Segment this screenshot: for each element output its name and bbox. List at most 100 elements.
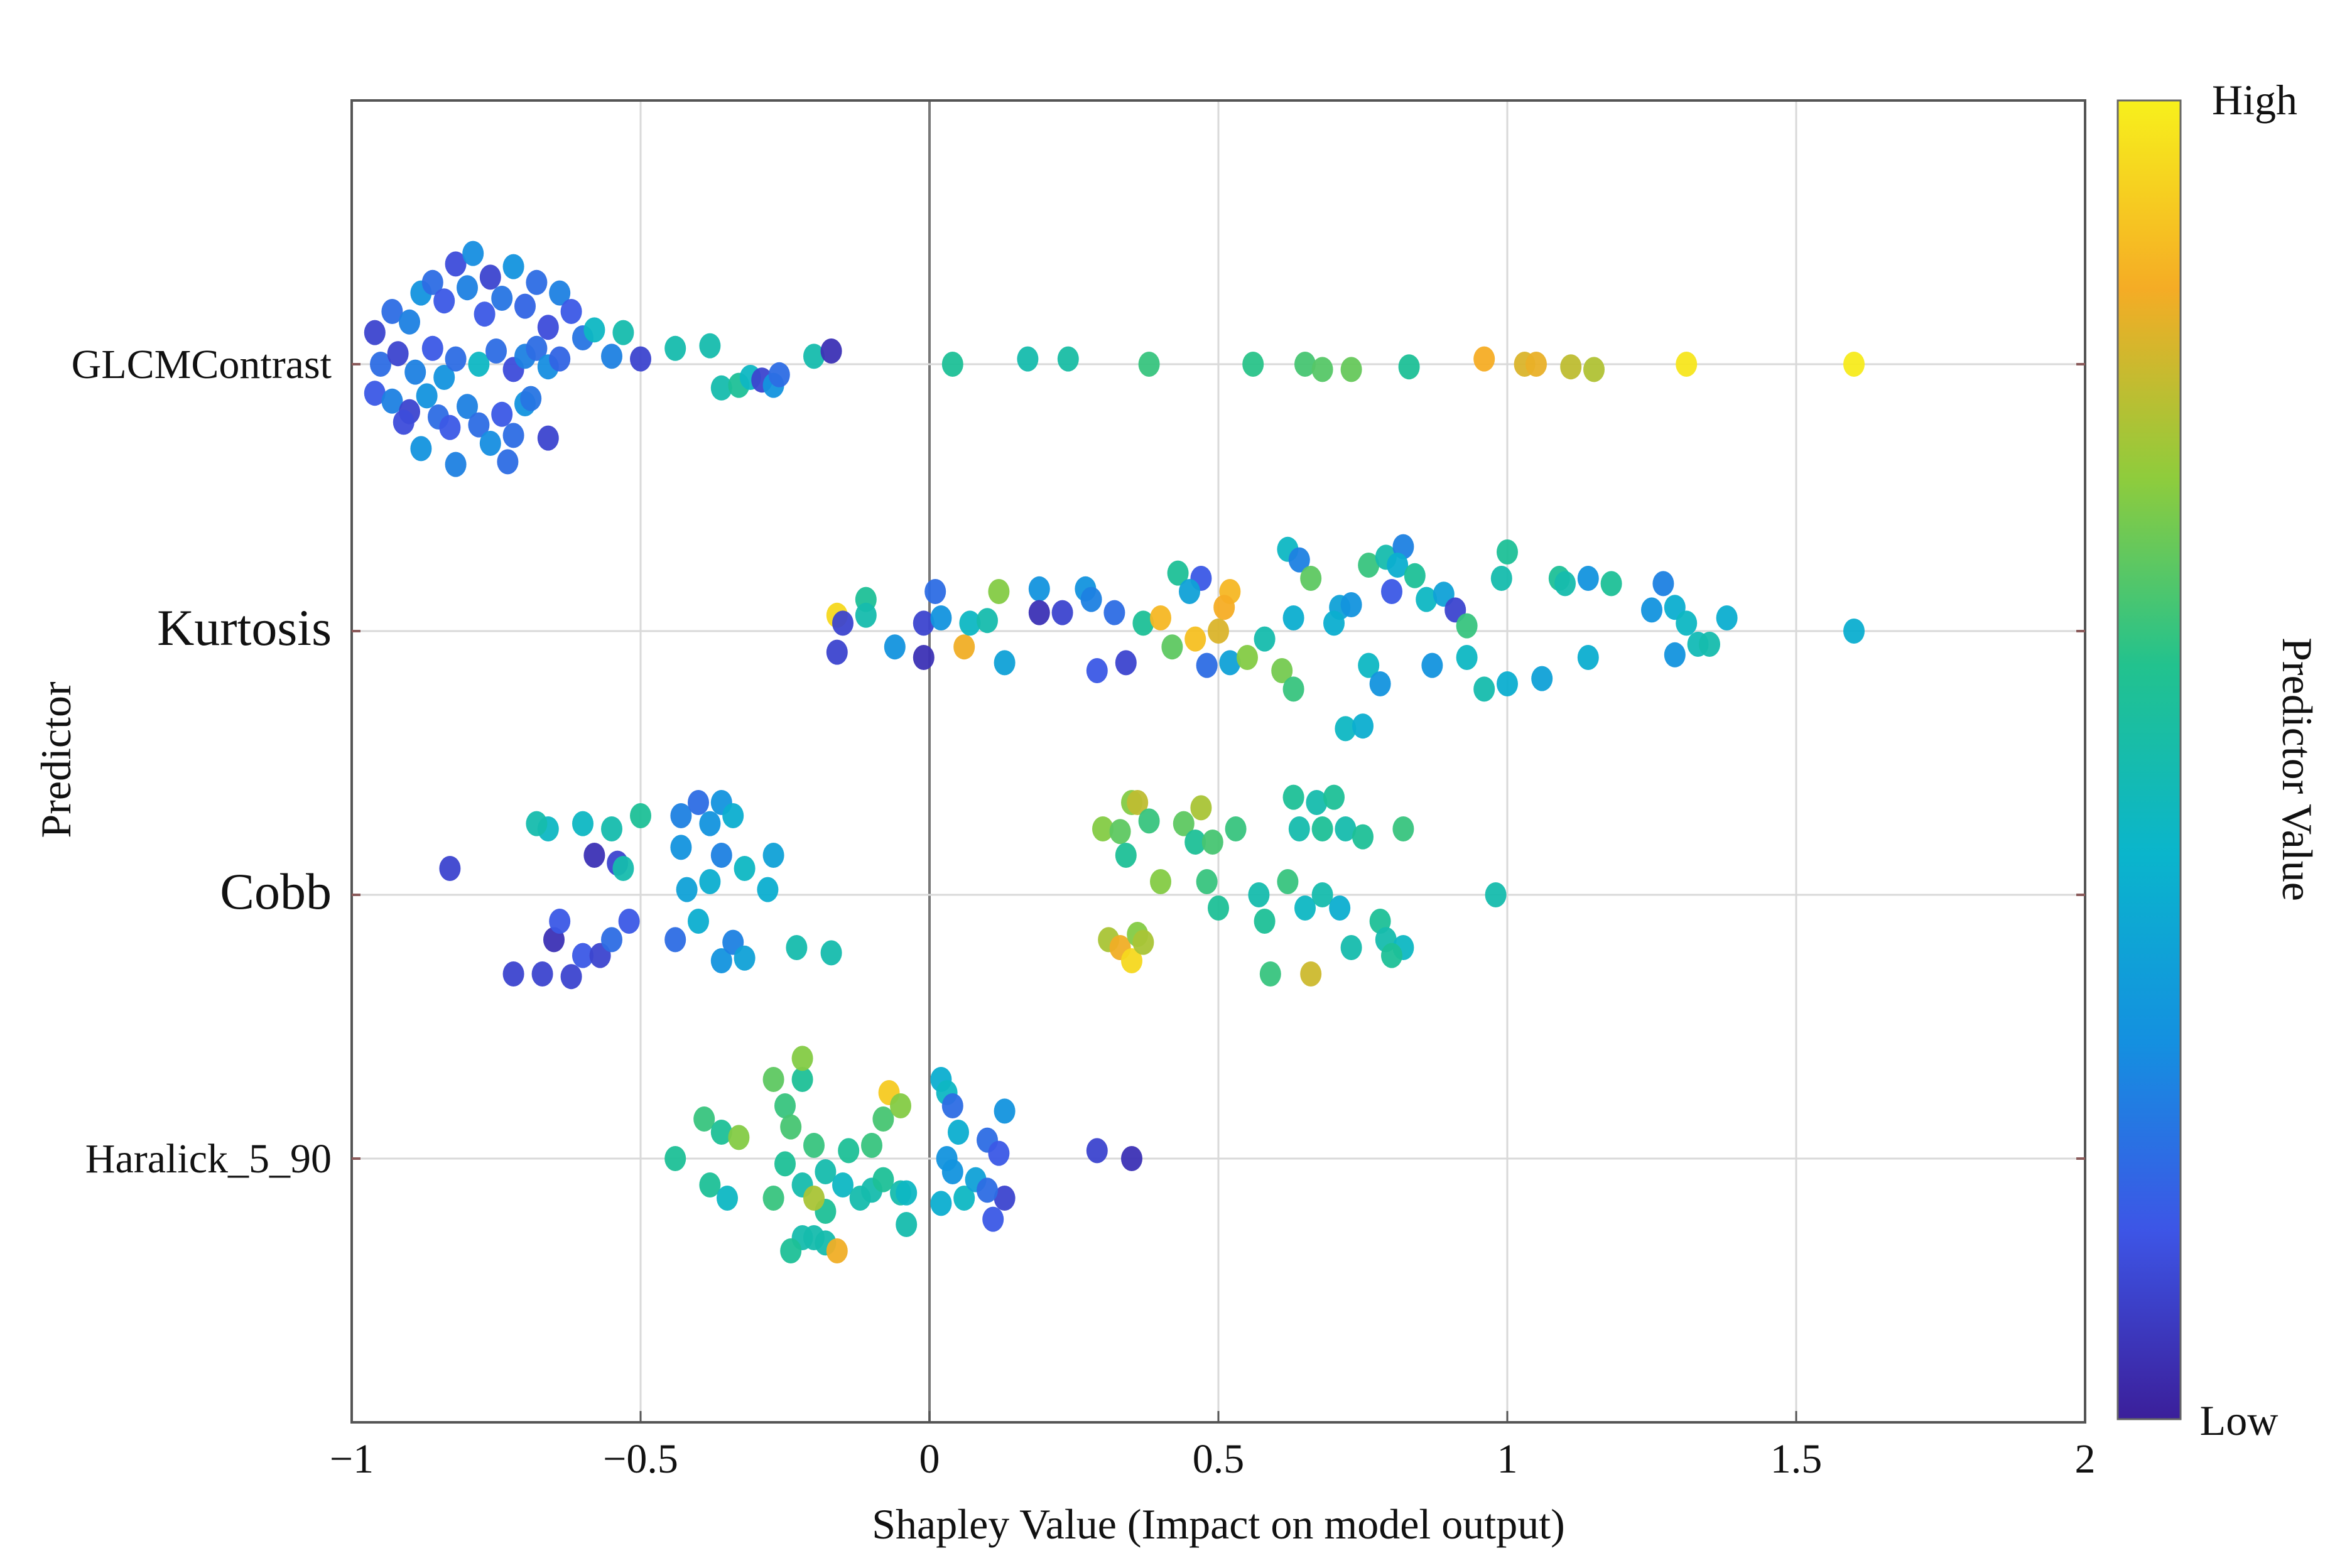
data-point (1173, 811, 1195, 836)
data-point (618, 909, 640, 934)
data-point (549, 280, 571, 306)
data-point (1028, 600, 1050, 625)
data-point (1358, 553, 1380, 578)
data-point (1490, 566, 1512, 591)
data-point (560, 299, 582, 324)
data-point (502, 423, 524, 448)
data-point (1311, 816, 1333, 841)
data-point (1277, 869, 1299, 894)
x-tick-label: −0.5 (603, 1436, 678, 1482)
data-point (890, 1093, 911, 1118)
data-point (1456, 613, 1478, 639)
x-tick-label: −1 (330, 1436, 374, 1482)
data-point (1577, 566, 1599, 591)
data-point (1531, 666, 1553, 691)
data-point (462, 241, 484, 266)
data-point (601, 816, 622, 841)
data-point (1583, 357, 1605, 382)
data-point (612, 856, 634, 881)
data-point (445, 451, 467, 477)
data-point (1497, 671, 1518, 696)
data-point (1184, 626, 1206, 652)
data-point (1843, 352, 1865, 377)
data-point (1115, 650, 1137, 676)
data-point (404, 359, 426, 385)
data-point (1381, 943, 1402, 968)
data-point (670, 803, 692, 828)
data-point (537, 425, 559, 451)
data-point (941, 1093, 963, 1118)
data-point (1387, 553, 1409, 578)
data-point (1092, 816, 1114, 841)
data-point (664, 1146, 686, 1171)
data-point (439, 414, 461, 440)
data-point (421, 335, 443, 361)
data-point (762, 843, 784, 868)
x-axis-label: Shapley Value (Impact on model output) (872, 1500, 1565, 1548)
data-point (1242, 352, 1264, 377)
data-point (913, 610, 935, 636)
data-point (820, 338, 842, 364)
data-point (676, 877, 698, 902)
x-tick-label: 0.5 (1193, 1436, 1245, 1482)
data-point (988, 579, 1010, 604)
data-point (601, 927, 622, 953)
data-point (1225, 816, 1247, 841)
data-point (1676, 610, 1698, 636)
data-point (1254, 909, 1276, 934)
colorbar-low-label: Low (2200, 1397, 2279, 1444)
data-point (1080, 587, 1102, 612)
x-tick-label: 1 (1497, 1436, 1518, 1482)
data-point (994, 1186, 1016, 1211)
data-point (1641, 597, 1662, 623)
data-point (780, 1238, 802, 1263)
data-point (1300, 566, 1322, 591)
data-point (381, 388, 403, 414)
data-point (855, 602, 877, 628)
data-point (485, 338, 507, 364)
data-point (1369, 671, 1391, 696)
data-point (1219, 650, 1241, 676)
data-point (433, 365, 455, 390)
data-point (1554, 571, 1576, 597)
data-point (734, 856, 756, 881)
data-point (710, 1120, 732, 1145)
data-point (930, 605, 952, 630)
data-point (1201, 830, 1223, 855)
y-tick-label: GLCMContrast (72, 342, 332, 387)
data-point (612, 320, 634, 345)
data-point (1421, 652, 1443, 678)
data-point (387, 341, 409, 367)
data-point (537, 315, 559, 340)
data-point (1473, 346, 1495, 372)
data-point (664, 927, 686, 953)
data-point (1416, 587, 1438, 612)
data-point (1028, 576, 1050, 602)
data-point (572, 811, 593, 836)
data-point (364, 320, 386, 345)
data-point (1161, 634, 1183, 660)
x-tick-label: 1.5 (1770, 1436, 1823, 1482)
data-point (1352, 713, 1374, 739)
data-point (531, 961, 553, 987)
data-point (820, 940, 842, 966)
data-point (445, 346, 467, 372)
data-point (838, 1138, 860, 1164)
y-tick-label: Haralick_5_90 (85, 1136, 332, 1182)
data-point (896, 1180, 918, 1206)
data-point (717, 1186, 738, 1211)
data-point (1652, 571, 1674, 597)
data-point (1132, 610, 1154, 636)
data-point (1121, 1146, 1142, 1171)
data-point (1352, 824, 1374, 850)
data-point (1381, 579, 1402, 604)
data-point (1329, 895, 1351, 921)
data-point (457, 275, 478, 301)
data-point (941, 352, 963, 377)
data-point (710, 948, 732, 973)
data-point (1167, 560, 1189, 586)
data-point (826, 639, 848, 665)
data-point (1086, 1138, 1108, 1164)
data-point (560, 964, 582, 990)
data-point (1196, 652, 1218, 678)
